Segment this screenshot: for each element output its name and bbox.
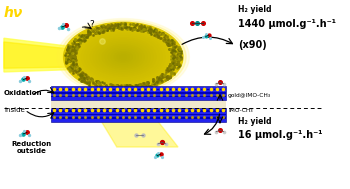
Polygon shape: [85, 94, 178, 147]
Circle shape: [66, 24, 180, 90]
Circle shape: [88, 36, 159, 78]
Text: inside: inside: [4, 108, 24, 113]
Circle shape: [111, 50, 135, 64]
Circle shape: [93, 40, 153, 74]
Circle shape: [99, 43, 147, 71]
Circle shape: [120, 55, 126, 59]
Circle shape: [82, 33, 165, 81]
Text: IMO-CH₃: IMO-CH₃: [228, 108, 253, 113]
Bar: [51, 96, 226, 97]
Polygon shape: [4, 38, 110, 72]
Circle shape: [57, 19, 189, 95]
Circle shape: [72, 27, 174, 87]
Circle shape: [117, 53, 129, 60]
Text: 16 μmol.g⁻¹.h⁻¹: 16 μmol.g⁻¹.h⁻¹: [238, 130, 322, 140]
Text: Reduction
outside: Reduction outside: [11, 142, 51, 154]
Circle shape: [84, 34, 162, 80]
Circle shape: [102, 45, 144, 69]
Text: gold@IMO-CH₃: gold@IMO-CH₃: [228, 93, 271, 98]
Circle shape: [90, 38, 156, 76]
Circle shape: [108, 48, 138, 66]
Bar: [51, 108, 226, 122]
Bar: [51, 114, 226, 115]
Text: ?: ?: [89, 20, 94, 29]
Bar: [51, 89, 226, 90]
Bar: [51, 117, 226, 119]
Text: 1440 μmol.g⁻¹.h⁻¹: 1440 μmol.g⁻¹.h⁻¹: [238, 19, 336, 29]
Bar: [51, 92, 226, 94]
Circle shape: [60, 20, 186, 94]
Bar: [51, 86, 226, 100]
Bar: [51, 110, 226, 112]
Bar: [51, 100, 226, 108]
Text: H₂ yield: H₂ yield: [238, 117, 271, 126]
Circle shape: [76, 29, 171, 85]
Text: (x90): (x90): [238, 40, 266, 50]
Text: Oxidation: Oxidation: [4, 90, 42, 96]
Circle shape: [78, 31, 168, 83]
Circle shape: [105, 46, 141, 67]
Text: H₂ yield: H₂ yield: [238, 5, 271, 14]
Circle shape: [70, 26, 177, 88]
Circle shape: [96, 41, 150, 73]
Text: hν: hν: [4, 6, 23, 20]
Circle shape: [64, 22, 183, 92]
Circle shape: [114, 52, 132, 62]
Polygon shape: [4, 42, 110, 68]
